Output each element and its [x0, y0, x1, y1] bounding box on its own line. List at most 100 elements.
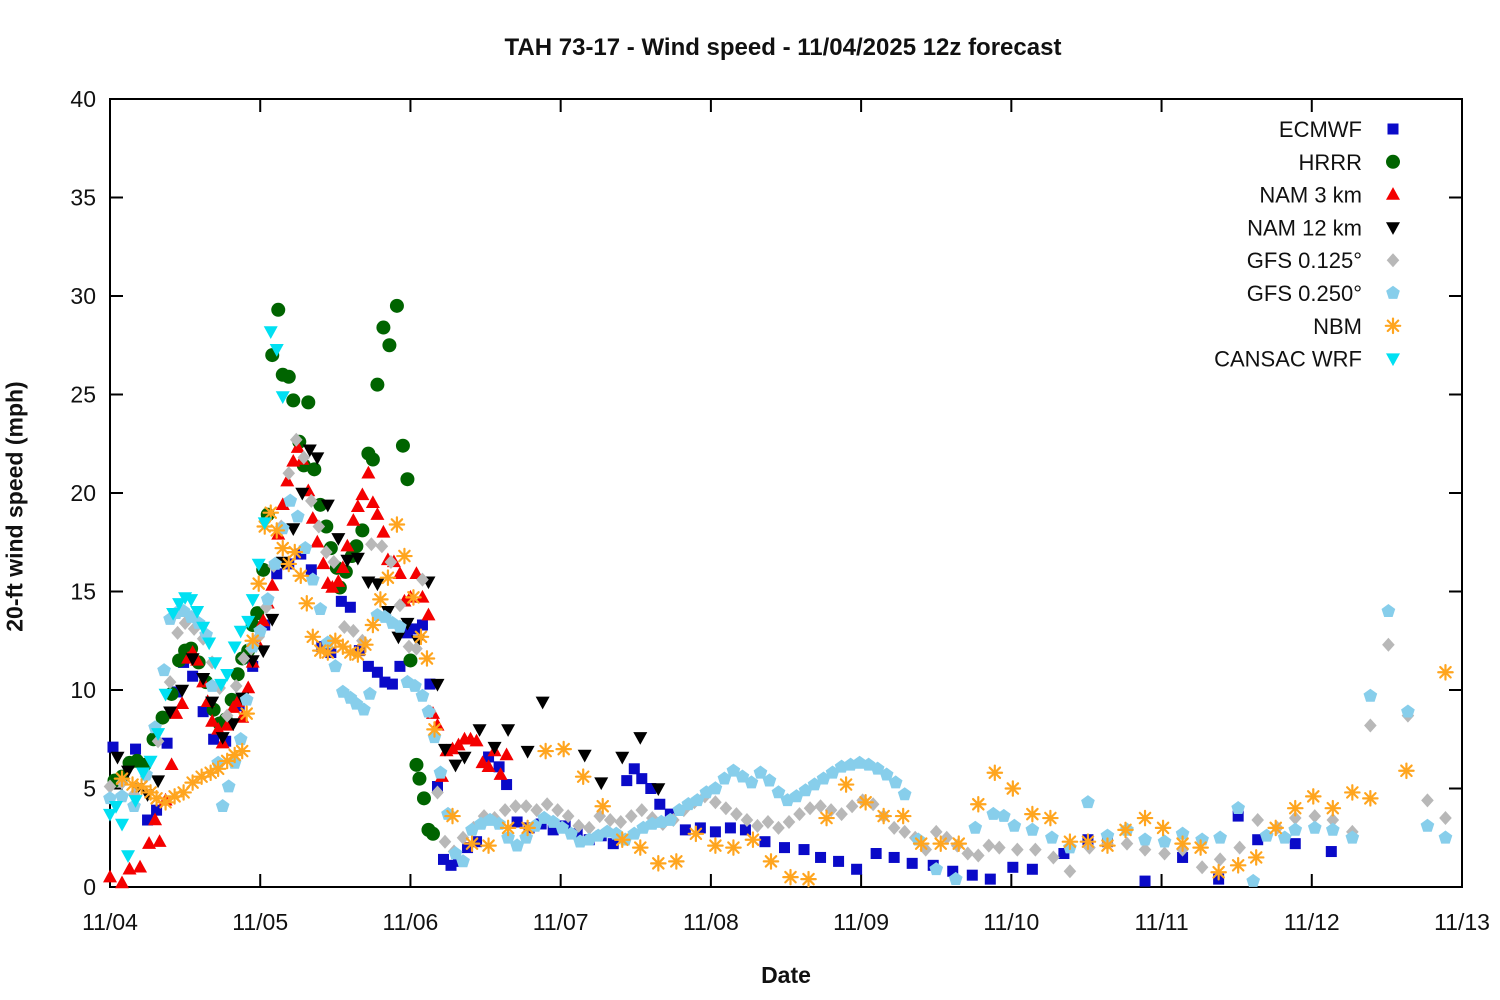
- data-point: [365, 495, 380, 509]
- data-point: [1231, 801, 1246, 815]
- data-point: [196, 672, 211, 686]
- data-point: [564, 826, 579, 840]
- y-tick-label: 20: [70, 480, 96, 506]
- data-point: [157, 663, 171, 677]
- data-point: [888, 851, 900, 863]
- data-point: [362, 660, 374, 672]
- data-point: [520, 745, 535, 759]
- data-point: [375, 539, 389, 554]
- data-point: [233, 625, 248, 639]
- data-point: [888, 775, 903, 789]
- data-point: [986, 806, 1001, 820]
- data-point: [469, 733, 484, 747]
- legend-item-ecmwf: ECMWF: [1279, 117, 1399, 142]
- data-point: [409, 757, 424, 772]
- data-point: [226, 718, 241, 731]
- data-point: [298, 595, 316, 612]
- data-point: [535, 696, 550, 710]
- data-point: [245, 594, 260, 607]
- data-point: [347, 623, 360, 638]
- data-point: [778, 842, 790, 854]
- data-point: [305, 572, 320, 586]
- data-point: [735, 769, 750, 783]
- data-point: [297, 450, 311, 465]
- data-point: [1099, 837, 1116, 854]
- legend-item-hrrr: HRRR: [1298, 150, 1400, 175]
- x-tick-label: 11/09: [833, 909, 889, 935]
- data-point: [282, 466, 296, 481]
- data-point: [389, 298, 404, 313]
- data-point: [269, 343, 284, 357]
- data-point: [624, 809, 638, 824]
- data-point: [1398, 762, 1415, 780]
- legend-label: GFS 0.250°: [1247, 281, 1362, 306]
- data-point: [719, 801, 733, 816]
- data-point: [1386, 353, 1400, 367]
- data-point: [1259, 828, 1274, 842]
- data-point: [986, 764, 1004, 782]
- data-point: [818, 809, 835, 827]
- y-tick-label: 30: [70, 283, 96, 309]
- data-point: [547, 824, 559, 836]
- data-point: [310, 534, 325, 548]
- data-point: [271, 568, 283, 580]
- data-point: [1025, 822, 1040, 836]
- legend: ECMWF HRRR NAM 3 km NAM 12 km GFS 0.125° GFS …: [1214, 117, 1402, 372]
- data-point: [1007, 818, 1022, 832]
- data-point: [344, 601, 356, 613]
- data-point: [281, 369, 296, 384]
- data-point: [761, 814, 775, 829]
- data-point: [1232, 810, 1244, 822]
- data-point: [184, 774, 201, 791]
- data-point: [472, 724, 487, 737]
- data-point: [409, 623, 421, 635]
- data-point: [372, 591, 389, 608]
- data-point: [950, 835, 968, 852]
- data-point: [316, 556, 331, 570]
- data-point: [835, 807, 848, 822]
- data-point: [1042, 809, 1059, 827]
- data-point: [621, 775, 633, 787]
- data-point: [1325, 846, 1337, 858]
- data-point: [220, 717, 235, 731]
- data-point: [305, 511, 320, 524]
- data-point: [365, 452, 380, 467]
- data-point: [1386, 253, 1400, 268]
- data-point: [208, 657, 223, 670]
- data-point: [1004, 780, 1022, 797]
- data-point: [233, 742, 251, 760]
- legend-label: GFS 0.125°: [1247, 248, 1362, 273]
- data-point: [424, 678, 436, 690]
- data-point: [572, 818, 585, 833]
- data-point: [709, 826, 721, 838]
- data-point: [302, 444, 317, 458]
- data-point: [152, 834, 167, 847]
- series-nbm: [113, 504, 1454, 888]
- data-point: [169, 706, 184, 719]
- legend-label: NBM: [1313, 314, 1362, 339]
- data-point: [391, 631, 406, 645]
- data-point: [501, 830, 515, 844]
- data-point: [313, 602, 328, 616]
- data-point: [244, 632, 262, 650]
- data-point: [1364, 718, 1377, 733]
- data-point: [1386, 285, 1400, 299]
- data-point: [448, 759, 463, 773]
- data-point: [798, 844, 810, 856]
- data-point: [726, 763, 741, 777]
- x-tick-label: 11/11: [1134, 909, 1188, 935]
- x-tick-label: 11/10: [983, 909, 1039, 935]
- data-point: [230, 694, 245, 708]
- x-axis-label: Date: [761, 962, 811, 988]
- data-point: [509, 799, 522, 814]
- data-point: [410, 641, 423, 656]
- data-point: [690, 793, 705, 807]
- data-point: [530, 803, 543, 818]
- data-point: [730, 807, 743, 822]
- data-point: [1304, 788, 1322, 805]
- data-point: [833, 855, 845, 867]
- data-point: [370, 578, 385, 592]
- data-point: [807, 777, 822, 791]
- data-point: [328, 659, 343, 673]
- data-point: [1307, 820, 1322, 834]
